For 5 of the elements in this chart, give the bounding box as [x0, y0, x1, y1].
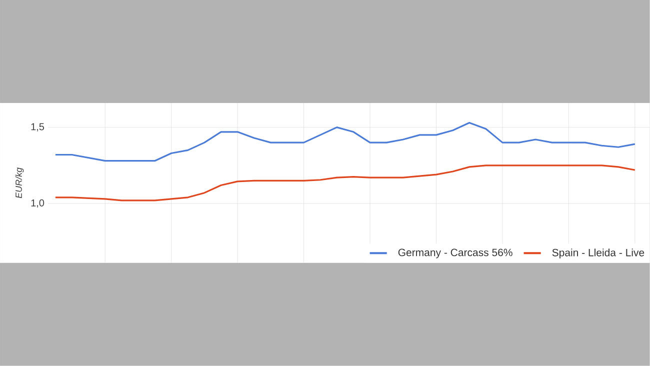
y-tick-label: 1,5 — [31, 123, 44, 132]
y-axis-title: EUR/kg — [15, 168, 24, 198]
y-tick-label: 1,0 — [31, 199, 44, 208]
legend-label: Spain - Lleida - Live — [552, 248, 644, 258]
legend-label: Germany - Carcass 56% — [398, 248, 512, 258]
